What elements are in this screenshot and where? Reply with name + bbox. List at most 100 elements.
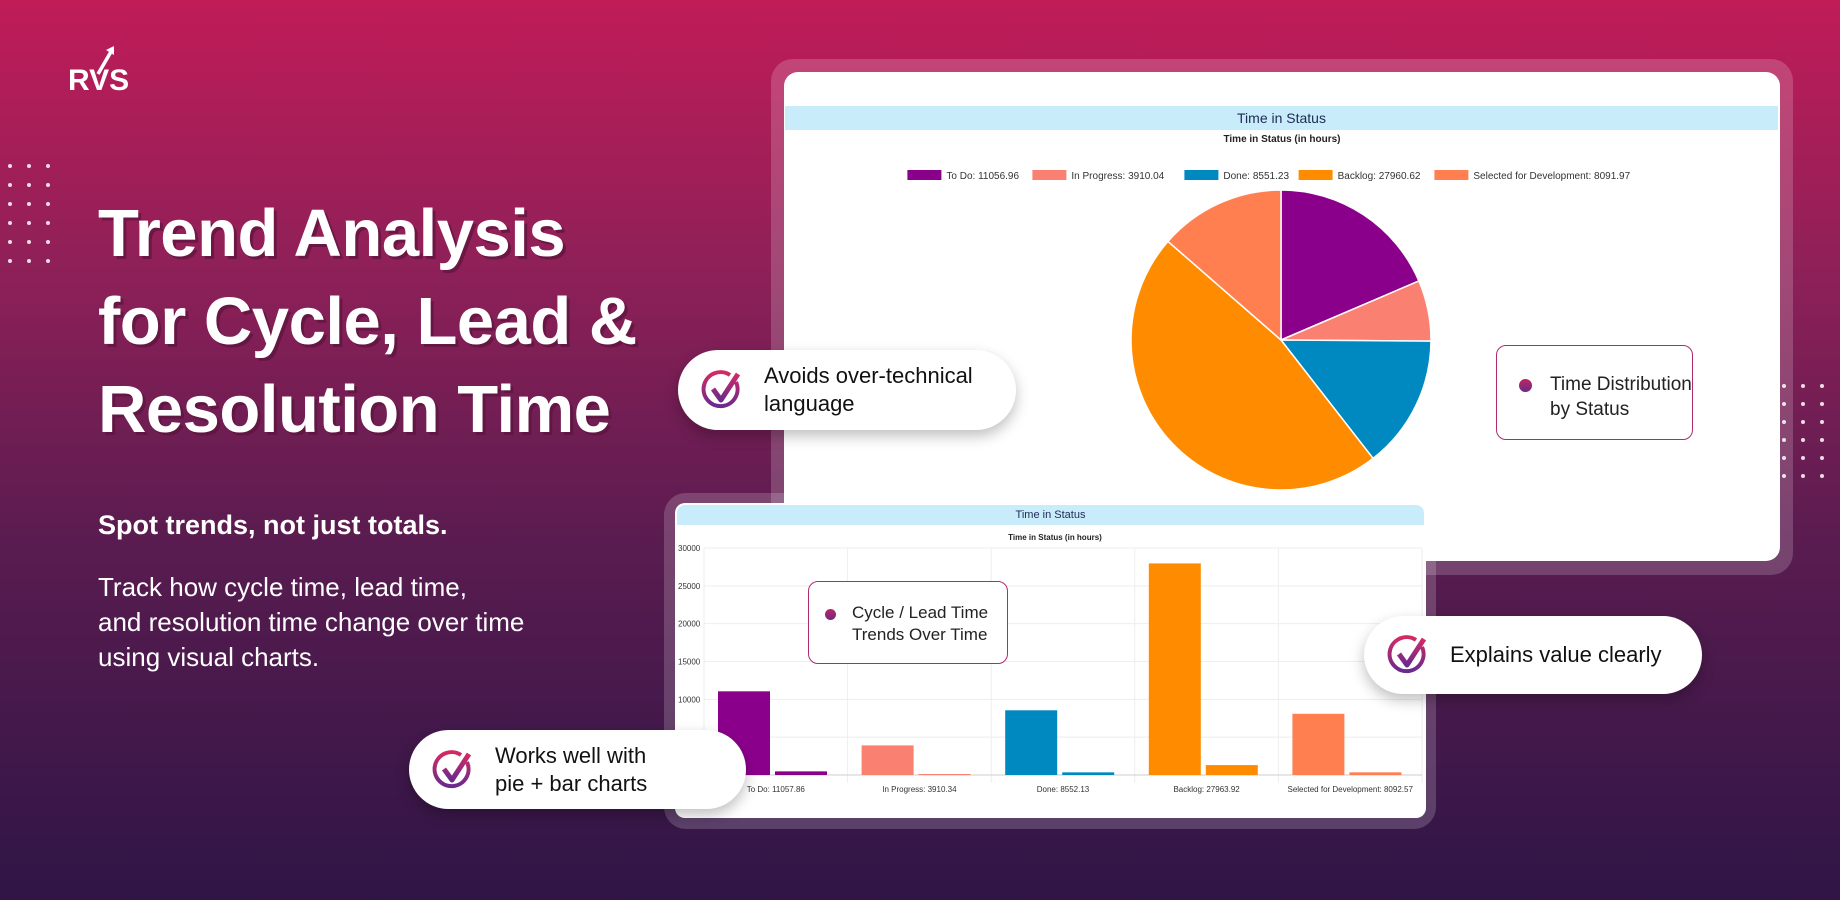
dot (27, 221, 31, 225)
dot (46, 164, 50, 168)
pie-note-box: Time Distribution by Status (1496, 345, 1693, 440)
dot (1782, 420, 1786, 424)
dot (27, 240, 31, 244)
pie-legend: To Do: 11056.96 In Progress: 3910.04 Done:… (907, 170, 1631, 182)
callout-line: pie + bar charts (495, 770, 648, 796)
note-line: Cycle / Lead Time (852, 603, 989, 622)
bar (918, 774, 971, 775)
dot (1820, 474, 1824, 478)
dot (1801, 474, 1805, 478)
y-tick-label: 20000 (678, 620, 701, 629)
legend-swatch (1298, 170, 1333, 180)
dot (1801, 420, 1805, 424)
body-line: using visual charts. (98, 642, 320, 672)
dot (27, 183, 31, 187)
legend-swatch (1032, 170, 1067, 180)
pie-slice (1130, 240, 1375, 491)
dot (1820, 420, 1824, 424)
chart-title: Time in Status (in hours) (1008, 533, 1102, 542)
dot (46, 259, 50, 263)
dot-pattern-left (8, 164, 50, 263)
dot (46, 221, 50, 225)
dot (8, 240, 12, 244)
bar-note-box: Cycle / Lead Time Trends Over Time (808, 581, 1008, 664)
y-tick-label: 30000 (678, 544, 701, 553)
dot (8, 202, 12, 206)
x-tick-label: Backlog: 27963.92 (1173, 785, 1240, 794)
legend-label: Done: 8551.23 (1223, 171, 1289, 182)
callout-line: Works well with (495, 742, 647, 768)
check-circle-icon (1387, 635, 1427, 674)
bar (1292, 713, 1345, 775)
dot (1820, 456, 1824, 460)
check-circle-icon (701, 370, 741, 409)
dot-pattern-right (1782, 384, 1824, 478)
dot (1782, 384, 1786, 388)
callout-explains: Explains value clearly (1364, 616, 1702, 694)
bar (1005, 710, 1058, 775)
bar (861, 745, 914, 775)
dot (1801, 402, 1805, 406)
pie-slice (1166, 189, 1282, 342)
dot (46, 183, 50, 187)
dot (27, 164, 31, 168)
pie-chart: Time in Status (in hours) To Do: 11056.96… (907, 134, 1631, 491)
hero-body: Track how cycle time, lead time, and res… (98, 570, 524, 675)
legend-label: To Do: 11056.96 (946, 171, 1019, 182)
legend-swatch (1434, 170, 1469, 180)
bullet-dot-icon (825, 609, 836, 620)
bar (1205, 765, 1258, 775)
bar (775, 771, 827, 775)
check-circle-icon (432, 749, 472, 788)
bar-chart: Time in Status (in hours) 30000 25000 20000… (678, 533, 1423, 794)
dot (1820, 384, 1824, 388)
dot (1801, 456, 1805, 460)
title-line: for Cycle, Lead & (98, 284, 637, 359)
x-tick-label: Done: 8552.13 (1037, 785, 1090, 794)
callout-line: Avoids over-technical (764, 363, 973, 388)
body-line: and resolution time change over time (98, 607, 525, 637)
x-tick-label: Selected for Development: 8092.57 (1287, 785, 1413, 794)
bar (1148, 563, 1201, 775)
callout-avoids: Avoids over-technical language (678, 350, 1016, 430)
y-tick-label: 10000 (678, 695, 701, 704)
dot (8, 221, 12, 225)
bar (1349, 772, 1402, 775)
dot (1782, 474, 1786, 478)
dot (1801, 384, 1805, 388)
hero-title: Trend Analysis for Cycle, Lead & Resolut… (98, 190, 637, 454)
bar-panel-header: Time in Status (677, 505, 1424, 525)
dot (46, 202, 50, 206)
legend-label: Selected for Development: 8091.97 (1473, 171, 1630, 182)
svg-text:RVS: RVS (68, 64, 129, 96)
callout-line: language (764, 391, 855, 416)
body-line: Track how cycle time, lead time, (98, 572, 467, 602)
x-tick-label: In Progress: 3910.34 (882, 785, 957, 794)
title-line: Resolution Time (98, 372, 611, 447)
legend-label: Backlog: 27960.62 (1338, 171, 1421, 182)
callout-line: Explains value clearly (1450, 642, 1662, 667)
bar-panel: Time in Status Time in Status (in hours)… (675, 503, 1426, 818)
pie-slice (1280, 189, 1420, 342)
pie-slice (1279, 339, 1432, 460)
pie-panel-header: Time in Status (785, 106, 1778, 130)
dot (27, 202, 31, 206)
bar (1062, 772, 1115, 775)
note-line: Trends Over Time (852, 625, 988, 644)
legend-swatch (1184, 170, 1219, 180)
title-line: Trend Analysis (98, 196, 566, 271)
legend-label: In Progress: 3910.04 (1071, 171, 1164, 182)
bullet-dot-icon (1519, 379, 1532, 392)
y-tick-label: 15000 (678, 658, 701, 667)
x-tick-label: To Do: 11057.86 (747, 785, 806, 794)
dot (1820, 402, 1824, 406)
dot (8, 183, 12, 187)
dot (1801, 438, 1805, 442)
pie-panel: Time in Status Time in Status (in hours)… (784, 72, 1780, 561)
hero-subtitle: Spot trends, not just totals. (98, 510, 448, 540)
dot (27, 259, 31, 263)
note-line: Time Distribution (1550, 374, 1692, 395)
dot (8, 164, 12, 168)
callout-works: Works well with pie + bar charts (409, 730, 746, 809)
legend-swatch (907, 170, 942, 180)
